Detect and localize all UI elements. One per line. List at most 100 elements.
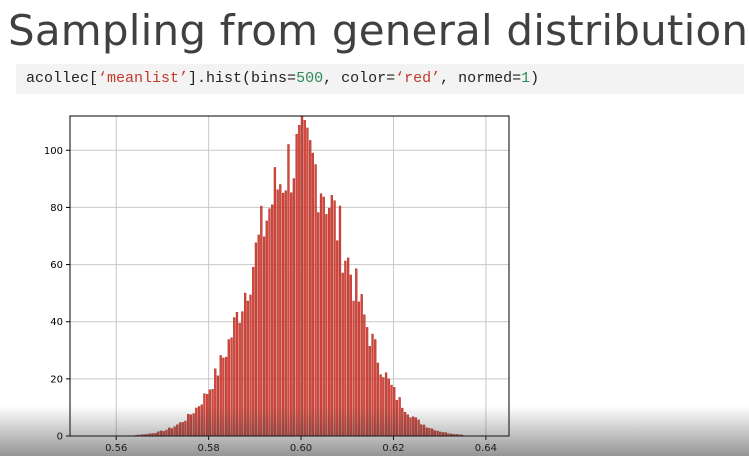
histogram-bar (341, 272, 344, 437)
x-tick-label: 0.58 (197, 443, 219, 454)
histogram-bar (371, 333, 374, 437)
y-tick-label: 80 (50, 203, 63, 214)
histogram-bar (216, 375, 220, 437)
histogram-bar (279, 184, 282, 437)
code-separator: , color= (323, 70, 396, 87)
x-tick-label: 0.56 (105, 443, 127, 454)
code-suffix: ) (530, 70, 540, 87)
histogram-bar (355, 268, 358, 437)
histogram-bar (208, 389, 211, 437)
histogram-bar (333, 200, 336, 437)
histogram-bar (157, 431, 160, 437)
histogram-bar (365, 327, 369, 437)
histogram-bar (265, 220, 268, 437)
histogram-bar (165, 429, 168, 437)
histogram-bar (252, 267, 255, 437)
histogram-bar (249, 294, 252, 437)
histogram-bar (170, 428, 174, 437)
histogram-bar (401, 407, 404, 437)
histogram-bar (344, 260, 347, 437)
histogram-bar (390, 384, 393, 437)
y-tick-label: 0 (57, 432, 63, 443)
histogram-bar (431, 428, 434, 437)
histogram-bar (420, 424, 423, 437)
code-normed-value: 1 (521, 70, 531, 87)
histogram-bar (319, 193, 323, 437)
histogram-bar (322, 196, 325, 437)
histogram-bar (338, 205, 342, 437)
histogram-bar (406, 414, 409, 437)
histogram-bar (393, 387, 396, 437)
histogram-bar (284, 190, 287, 437)
histogram-bar (360, 294, 363, 437)
histogram-bar (409, 417, 412, 437)
histogram-bar (195, 407, 198, 437)
histogram-bar (224, 356, 228, 437)
code-separator-2: , normed= (440, 70, 522, 87)
histogram-bar (425, 427, 428, 437)
histogram-bar (309, 140, 312, 437)
histogram-bar (276, 189, 279, 437)
histogram-bar (298, 125, 301, 437)
histogram-bar (328, 207, 331, 437)
histogram-bar (384, 372, 388, 437)
histogram-bar (287, 144, 290, 437)
histogram-bar (257, 234, 260, 437)
histogram-bar (412, 416, 415, 437)
histogram-bar (441, 432, 445, 437)
histogram-bar (379, 374, 382, 437)
histogram-bar (230, 337, 233, 437)
histogram-bar (363, 314, 366, 437)
code-snippet: acollec[‘meanlist’].hist(bins=500, color… (16, 64, 744, 94)
histogram-bar (214, 368, 217, 437)
histogram-bar (268, 208, 271, 437)
histogram-bar (387, 378, 390, 437)
histogram-bar (357, 301, 361, 437)
histogram-bar (184, 420, 187, 437)
histogram-bar (227, 339, 230, 437)
histogram-bar (254, 242, 258, 437)
histogram-bar (349, 274, 352, 437)
histogram-bar (238, 323, 241, 437)
histogram-bar (241, 311, 244, 437)
histogram-bar (336, 240, 339, 437)
x-tick-label: 0.60 (290, 443, 312, 454)
histogram-bar (203, 393, 206, 437)
histogram-bar (382, 377, 385, 437)
histogram-bar (398, 397, 401, 437)
histogram-bar (436, 430, 439, 437)
histogram-bar (189, 414, 193, 437)
histogram-bar (206, 394, 209, 437)
histogram-bar (314, 164, 317, 437)
histogram-bar (181, 422, 184, 437)
histogram-bar (243, 292, 247, 437)
histogram-bar (395, 399, 399, 437)
histogram-bar (197, 406, 201, 437)
histogram-bar (306, 127, 309, 437)
histogram-bar (422, 424, 426, 437)
histogram-bar (271, 204, 274, 437)
histogram-bar (374, 339, 377, 437)
histogram-bar (295, 133, 298, 437)
histogram-bar (428, 428, 431, 437)
histogram-bar (200, 404, 203, 437)
x-tick-label: 0.62 (382, 443, 404, 454)
histogram-bar (368, 346, 371, 437)
histogram-bar (235, 312, 239, 437)
histogram-bar (439, 431, 442, 437)
histogram-bar (300, 115, 304, 437)
x-tick-label: 0.64 (475, 443, 497, 454)
y-tick-label: 60 (50, 260, 63, 271)
histogram-bar (403, 412, 407, 437)
code-prefix: acollec[ (26, 70, 99, 87)
histogram-bar (260, 205, 263, 437)
y-tick-label: 40 (50, 317, 63, 328)
histogram-svg: 0.56 0.58 0.60 0.62 0.64 0 20 40 60 80 100 (44, 115, 510, 454)
histogram-bar (192, 413, 195, 437)
histogram-bar (211, 389, 214, 437)
code-color-string: ‘red’ (395, 70, 441, 87)
histogram-bar (176, 424, 179, 437)
histogram-bar (222, 357, 225, 437)
histogram-bar (178, 422, 182, 437)
histogram-bar (187, 413, 190, 437)
